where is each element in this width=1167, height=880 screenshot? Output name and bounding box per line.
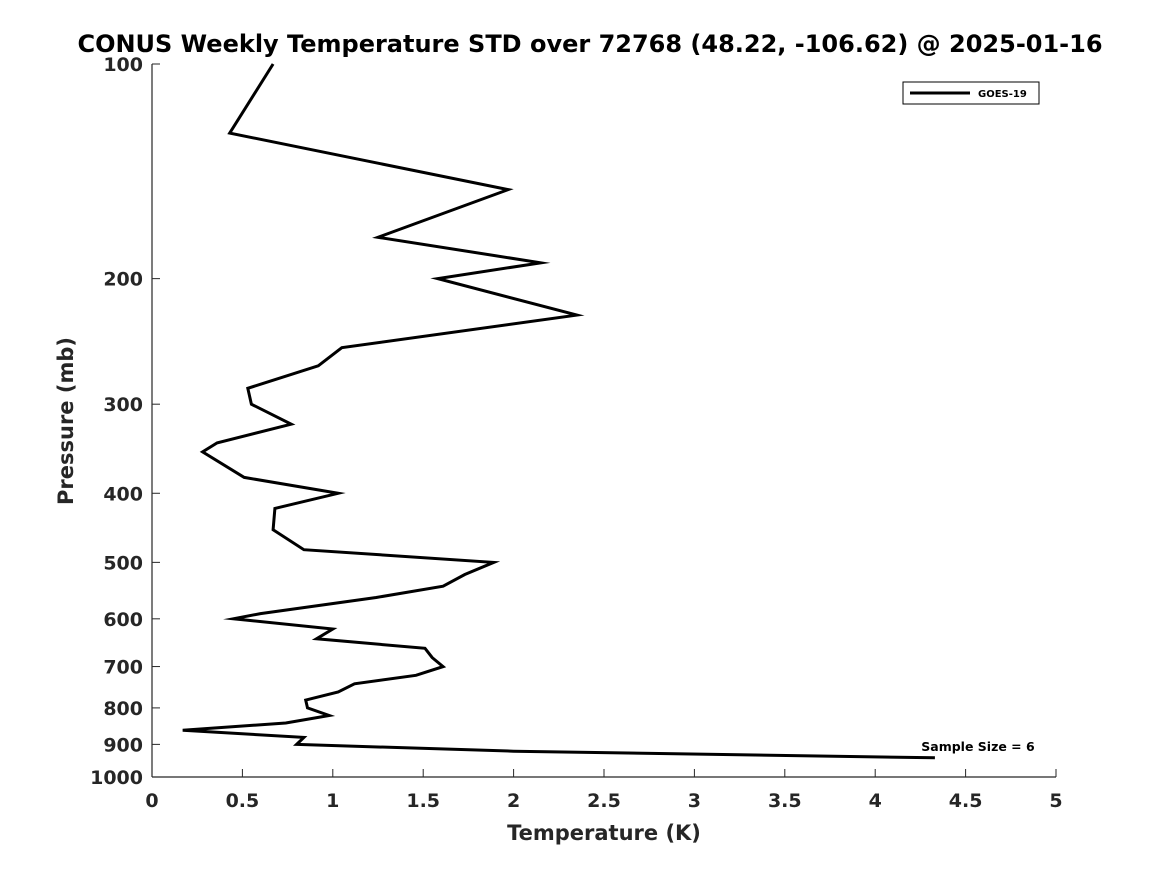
ticks: 0 0.5 1 1.5 2 2.5 3 3.5 4 4.5 5 100 200 300 400 500 600 7… <box>90 54 1063 812</box>
y-tick-label: 900 <box>103 734 143 756</box>
y-tick-label: 600 <box>103 609 143 631</box>
x-tick-label: 1.5 <box>406 790 440 812</box>
axes <box>151 64 1056 778</box>
series-line-goes-19 <box>182 63 935 760</box>
x-tick-label: 0.5 <box>226 790 260 812</box>
x-tick-label: 3.5 <box>768 790 802 812</box>
chart-title: CONUS Weekly Temperature STD over 72768 … <box>77 30 1102 58</box>
x-tick-label: 5 <box>1049 790 1062 812</box>
legend-label-goes-19: GOES-19 <box>978 89 1027 100</box>
y-tick-label: 1000 <box>90 767 143 789</box>
x-tick-label: 2.5 <box>587 790 621 812</box>
y-tick-label: 500 <box>103 552 143 574</box>
x-axis-label: Temperature (K) <box>507 821 701 845</box>
y-tick-label: 400 <box>103 483 143 505</box>
y-tick-label: 800 <box>103 698 143 720</box>
x-tick-label: 4.5 <box>949 790 983 812</box>
legend-box <box>902 81 1040 105</box>
x-tick-label: 2 <box>507 790 520 812</box>
sample-size-annotation: Sample Size = 6 <box>921 739 1035 754</box>
y-tick-label: 100 <box>103 54 143 76</box>
x-tick-label: 0 <box>145 790 158 812</box>
x-tick-label: 3 <box>688 790 701 812</box>
y-axis-label: Pressure (mb) <box>54 337 78 505</box>
y-tick-label: 200 <box>103 269 143 291</box>
y-tick-label: 300 <box>103 394 143 416</box>
x-tick-label: 4 <box>869 790 882 812</box>
y-tick-label: 700 <box>103 657 143 679</box>
x-tick-label: 1 <box>326 790 339 812</box>
legend: GOES-19 <box>902 81 1040 105</box>
series-lines <box>182 63 935 760</box>
